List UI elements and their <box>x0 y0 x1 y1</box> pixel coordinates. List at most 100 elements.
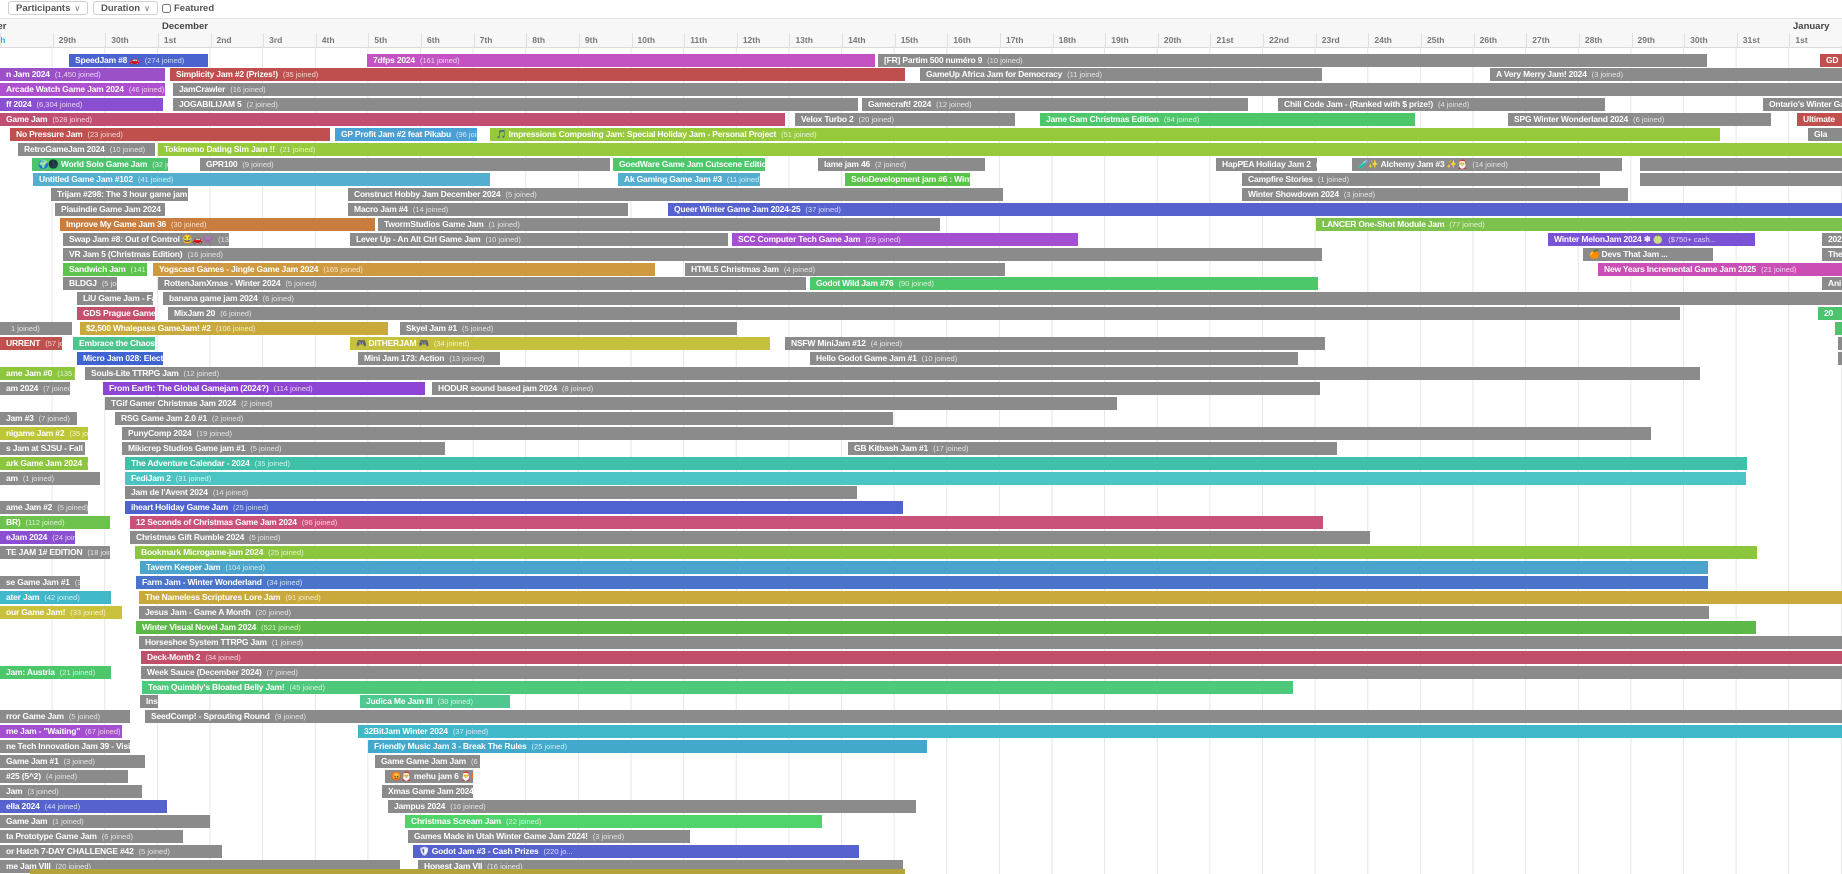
jam-bar[interactable]: VR Jam 5 (Christmas Edition) (16 joined) <box>63 248 1322 261</box>
jam-bar[interactable]: Game Jam (1 joined) <box>0 815 210 828</box>
jam-bar[interactable]: Trijam #298: The 3 hour game jam(11 join… <box>51 188 188 201</box>
jam-bar[interactable]: Velox Turbo 2 (20 joined) <box>795 113 1015 126</box>
jam-bar[interactable]: 🧪✨ Alchemy Jam #3 ✨🎅 (14 joined) <box>1352 158 1622 171</box>
jam-bar[interactable]: SPG Winter Wonderland 2024 (6 joined) <box>1508 113 1771 126</box>
jam-bar[interactable]: am (1 joined) <box>0 472 100 485</box>
participants-filter-button[interactable]: Participants ∨ <box>8 1 89 15</box>
jam-bar[interactable]: BLDGJ (5 joined) <box>63 277 117 290</box>
jam-bar[interactable]: GB Kitbash Jam #1 (17 joined) <box>848 442 1337 455</box>
jam-bar[interactable]: Christmas Scream Jam (22 joined) <box>405 815 822 828</box>
jam-bar[interactable]: Jame Gam Christmas Edition (94 joined) <box>1040 113 1415 126</box>
jam-bar[interactable]: Winter MelonJam 2024 ❄ 🍈 ($750+ cash... <box>1548 233 1755 246</box>
jam-bar[interactable]: Souls-Lite TTRPG Jam (12 joined) <box>85 367 1700 380</box>
jam-bar[interactable]: LANCER One-Shot Module Jam (77 joined) <box>1316 218 1842 231</box>
jam-bar[interactable]: Skyel Jam #1 (5 joined) <box>400 322 737 335</box>
jam-bar[interactable]: Hello Godot Game Jam #1 (10 joined) <box>810 352 1298 365</box>
jam-bar[interactable]: The Adventure Calendar - 2024 (35 joined) <box>125 457 1747 470</box>
jam-bar[interactable]: TGif Gamer Christmas Jam 2024 (2 joined) <box>105 397 1117 410</box>
jam-bar[interactable] <box>1835 322 1842 335</box>
jam-bar[interactable]: Ultimate <box>1797 113 1842 126</box>
jam-bar[interactable]: Game Jam #1 (3 joined) <box>0 755 145 768</box>
jam-bar[interactable]: lame jam 46 (2 joined) <box>818 158 985 171</box>
jam-bar[interactable]: A Very Merry Jam! 2024 (3 joined) <box>1490 68 1842 81</box>
jam-bar[interactable]: TE JAM 1# EDITION (18 joined) <box>0 546 110 559</box>
jam-bar[interactable]: SCC Computer Tech Game Jam (28 joined) <box>732 233 1078 246</box>
jam-bar[interactable]: 🍊 Devs That Jam ... <box>1583 248 1713 261</box>
jam-bar[interactable]: Farm Jam - Winter Wonderland (34 joined) <box>136 576 1708 589</box>
jam-bar[interactable]: Jam de l'Avent 2024 (14 joined) <box>125 486 857 499</box>
jam-bar[interactable]: 🌍🌑 World Solo Game Jam (32 joined) <box>32 158 168 171</box>
jam-bar[interactable]: Construct Hobby Jam December 2024 (5 join… <box>348 188 1003 201</box>
jam-bar[interactable]: 202 <box>1822 233 1842 246</box>
jam-bar[interactable]: HapPEA Holiday Jam 2 (1 jo... <box>1216 158 1317 171</box>
jam-bar[interactable]: Winter Showdown 2024 (3 joined) <box>1242 188 1628 201</box>
jam-bar[interactable]: Jam: Austria (21 joined) <box>0 666 111 679</box>
jam-bar[interactable] <box>1640 173 1842 186</box>
jam-bar[interactable]: ne Tech Innovation Jam 39 - Vision(0 joi… <box>0 740 130 753</box>
jam-bar[interactable]: GDS Prague Game Jam 20... <box>77 307 155 320</box>
jam-bar[interactable]: Piauindie Game Jam 2024(9 joined) <box>55 203 165 216</box>
jam-bar-clipped[interactable] <box>30 869 905 874</box>
jam-bar[interactable]: JOGABILIJAM 5 (2 joined) <box>173 98 858 111</box>
jam-bar[interactable]: ella 2024 (44 joined) <box>0 800 167 813</box>
jam-bar[interactable]: GoedWare Game Jam Cutscene Edition 🎬 (..… <box>613 158 765 171</box>
jam-bar[interactable]: RetroGameJam 2024 (10 joined) <box>18 143 155 156</box>
jam-bar[interactable]: SpeedJam #8 🚗 (274 joined) <box>69 54 208 67</box>
jam-bar[interactable]: $2,500 Whalepass GameJam! #2 (106 joined) <box>80 322 388 335</box>
jam-bar[interactable]: Deck-Month 2 (34 joined) <box>141 651 1842 664</box>
jam-bar[interactable]: Chili Code Jam - (Ranked with $ prize!) (… <box>1278 98 1605 111</box>
jam-bar[interactable]: eJam 2024 (24 joined) <box>0 531 75 544</box>
jam-bar[interactable]: ame Jam #0 (135 joined) <box>0 367 75 380</box>
jam-bar[interactable]: 🛡 Godot Jam #3 - Cash Prizes (220 jo... <box>413 845 859 858</box>
jam-bar[interactable]: GameUp Africa Jam for Democracy (11 joine… <box>920 68 1322 81</box>
jam-bar[interactable]: Horseshoe System TTRPG Jam (1 joined) <box>139 636 1842 649</box>
jam-bar[interactable]: s Jam at SJSU - Fall 24(6 joined) <box>0 442 85 455</box>
jam-bar[interactable]: Macro Jam #4 (14 joined) <box>348 203 628 216</box>
jam-bar[interactable]: 🎮 DITHERJAM 🎮 (34 joined) <box>350 337 770 350</box>
jam-bar[interactable]: Lever Up - An Alt Ctrl Game Jam (10 joine… <box>350 233 728 246</box>
jam-bar[interactable]: BR) (112 joined) <box>0 516 110 529</box>
jam-bar[interactable]: Jam #3 (7 joined) <box>0 412 77 425</box>
jam-bar[interactable] <box>1838 337 1842 350</box>
jam-bar[interactable]: Sandwich Jam (141 joined) <box>63 263 147 276</box>
jam-bar[interactable]: Friendly Music Jam 3 - Break The Rules (2… <box>368 740 927 753</box>
jam-bar[interactable]: HTML5 Christmas Jam (4 joined) <box>685 263 1005 276</box>
jam-bar[interactable]: Yogscast Games - Jingle Game Jam 2024 (16… <box>153 263 655 276</box>
jam-bar[interactable]: SeedComp! - Sprouting Round (9 joined) <box>145 710 1842 723</box>
jam-bar[interactable]: RottenJamXmas - Winter 2024 (5 joined) <box>158 277 806 290</box>
jam-bar[interactable]: Xmas Game Jam 2024(11... <box>382 785 473 798</box>
jam-bar[interactable]: ame Jam #2 (5 joined) <box>0 501 88 514</box>
jam-bar[interactable]: HODUR sound based jam 2024 (8 joined) <box>432 382 1320 395</box>
featured-checkbox[interactable] <box>162 3 171 13</box>
jam-bar[interactable]: Godot Wild Jam #76 (90 joined) <box>810 277 1318 290</box>
jam-bar[interactable]: RSG Game Jam 2.0 #1 (2 joined) <box>115 412 893 425</box>
jam-bar[interactable]: am 2024 (7 joined) <box>0 382 70 395</box>
jam-bar[interactable]: Simplicity Jam #2 (Prizes!) (35 joined) <box>170 68 905 81</box>
jam-bar[interactable]: 12 Seconds of Christmas Game Jam 2024 (96… <box>130 516 1323 529</box>
jam-bar[interactable]: Arcade Watch Game Jam 2024 (46 joined) <box>0 83 165 96</box>
duration-filter-button[interactable]: Duration ∨ <box>93 1 158 15</box>
jam-bar[interactable]: URRENT (57 joined) <box>0 337 62 350</box>
jam-bar[interactable]: The Nameless Scriptures Lore Jam (91 join… <box>139 591 1842 604</box>
jam-bar[interactable]: PunyComp 2024 (19 joined) <box>122 427 1651 440</box>
jam-bar[interactable] <box>1838 352 1842 365</box>
jam-bar[interactable]: Improve My Game Jam 36 (30 joined) <box>60 218 375 231</box>
jam-bar[interactable]: Ins... <box>140 695 158 708</box>
jam-bar[interactable]: ater Jam (42 joined) <box>0 591 111 604</box>
jam-bar[interactable]: Game Game Jam Jam (6 joined) <box>375 755 480 768</box>
jam-bar[interactable]: Swap Jam #8: Out of Control 😂🚗👾 (13 ... <box>63 233 229 246</box>
jam-bar[interactable]: our Game Jam! (33 joined) <box>0 606 122 619</box>
jam-bar[interactable]: Tavern Keeper Jam (104 joined) <box>140 561 1708 574</box>
jam-bar[interactable]: Christmas Gift Rumble 2024 (5 joined) <box>130 531 1370 544</box>
jam-bar[interactable]: me Jam - "Waiting" (67 joined) <box>0 725 122 738</box>
jam-bar[interactable]: ta Prototype Game Jam (6 joined) <box>0 830 183 843</box>
jam-bar[interactable]: MixJam 20 (6 joined) <box>168 307 1680 320</box>
jam-bar[interactable]: New Years Incremental Game Jam 2025 (21 j… <box>1598 263 1842 276</box>
jam-bar[interactable]: Games Made in Utah Winter Game Jam 2024!… <box>408 830 690 843</box>
jam-bar[interactable]: Bookmark Microgame-jam 2024 (25 joined) <box>135 546 1757 559</box>
jam-bar[interactable]: NSFW MiniJam #12 (4 joined) <box>785 337 1325 350</box>
jam-bar[interactable]: [FR] Partim 500 numéro 9 (10 joined) <box>878 54 1707 67</box>
jam-bar[interactable]: The <box>1822 248 1842 261</box>
jam-bar[interactable]: LiU Game Jam - Fall Game ... <box>77 292 153 305</box>
jam-bar[interactable]: Jampus 2024 (16 joined) <box>388 800 916 813</box>
